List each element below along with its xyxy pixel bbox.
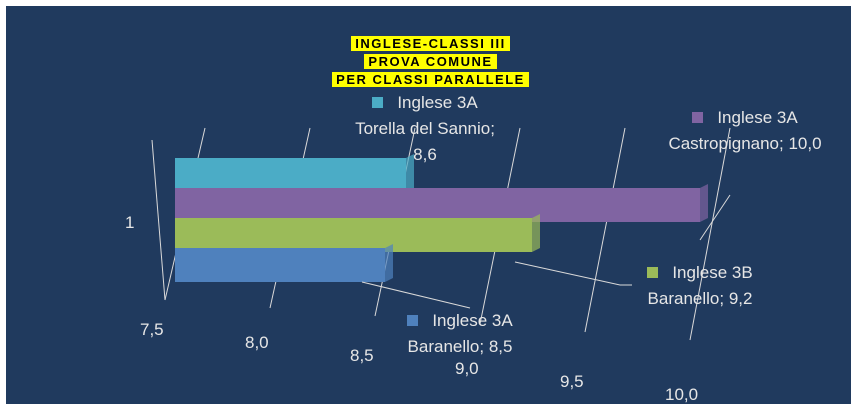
grid-line [584,127,626,333]
data-label-text: Inglese 3A Torella del Sannio; 8,6 [355,93,495,164]
bar [175,248,385,282]
leader-line [361,281,471,309]
x-tick-label: 8,0 [245,333,269,352]
bar [175,218,532,252]
x-tick-label: 9,5 [560,372,584,391]
x-tick-label: 8,5 [350,346,374,365]
x-tick-label: 9,0 [455,359,479,378]
grid-line [689,127,731,341]
bar [175,158,406,192]
title-line: PER CLASSI PARALLELE [332,72,529,87]
bar-side [385,244,393,282]
data-label-text: Inglese 3A Baranello; 8,5 [407,311,513,356]
leader-line [514,261,632,286]
data-label-text: Inglese 3A Castropignano; 10,0 [668,108,822,153]
bar [175,188,700,222]
title-line: PROVA COMUNE [364,54,497,69]
chart-title: PER CLASSI PARALLELE [0,72,861,87]
title-line: INGLESE-CLASSI III [351,36,510,51]
data-label-text: Inglese 3B Baranello; 9,2 [647,263,753,308]
chart-title: INGLESE-CLASSI III [0,36,861,51]
bar-side [406,154,414,192]
x-tick-label: 7,5 [140,320,164,339]
data-label: Inglese 3A Baranello; 8,5 [370,308,550,360]
legend-key [692,112,704,123]
data-label: Inglese 3B Baranello; 9,2 [630,260,770,312]
bar-side [532,214,540,252]
chart-title: PROVA COMUNE [0,54,861,69]
legend-key [647,267,659,278]
bar-side [700,184,708,222]
legend-key [372,97,384,108]
data-label: Inglese 3A Torella del Sannio; 8,6 [355,90,495,168]
axis-line [151,139,166,301]
legend-key [407,315,419,326]
y-tick-label: 1 [125,213,135,232]
x-tick-label: 10,0 [665,385,699,404]
leader-line [699,194,731,241]
data-label: Inglese 3A Castropignano; 10,0 [655,105,835,157]
